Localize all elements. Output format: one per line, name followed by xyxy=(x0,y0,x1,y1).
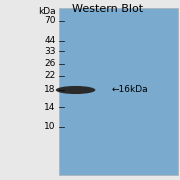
Bar xyxy=(59,8,178,175)
Text: 18: 18 xyxy=(44,86,56,94)
Text: ←16kDa: ←16kDa xyxy=(112,86,148,94)
Text: 10: 10 xyxy=(44,122,56,131)
Text: 33: 33 xyxy=(44,47,56,56)
Text: 22: 22 xyxy=(45,71,56,80)
Text: 14: 14 xyxy=(44,103,56,112)
Text: 26: 26 xyxy=(44,59,56,68)
Text: Western Blot: Western Blot xyxy=(72,4,144,15)
Text: kDa: kDa xyxy=(38,7,56,16)
Text: 70: 70 xyxy=(44,16,56,25)
Ellipse shape xyxy=(56,86,95,94)
Text: 44: 44 xyxy=(45,36,56,45)
